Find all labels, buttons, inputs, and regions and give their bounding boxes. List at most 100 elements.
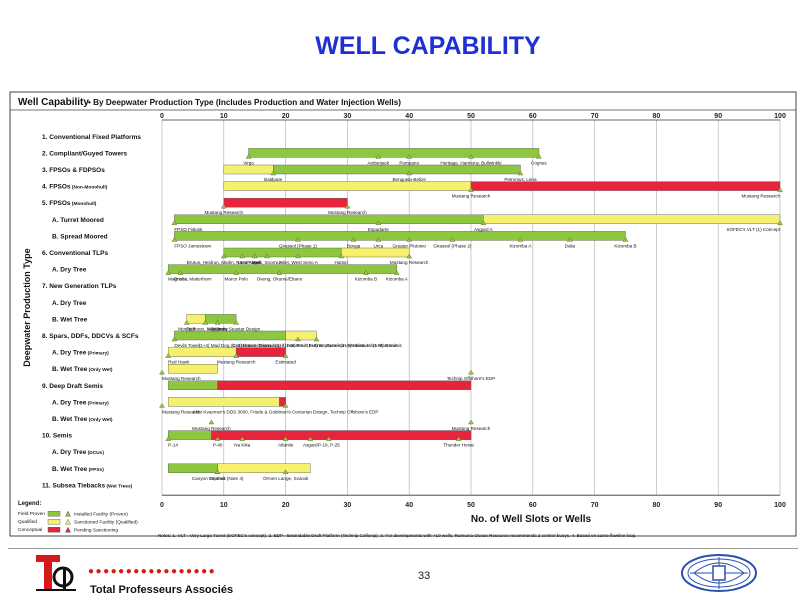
bar-proven [167,463,218,473]
installed-marker [449,237,456,242]
x-tick-top: 70 [591,113,599,120]
category-label: A. Dry Tree (Primary) [52,350,109,357]
installed-marker [393,270,400,275]
installed-marker [214,320,221,325]
association-emblem-icon [681,554,757,592]
installed-marker [295,237,301,242]
legend-marker-label: Pending Sanctioning [74,528,118,534]
well-capability-chart: Well Capability • By Deepwater Production… [9,91,797,538]
installed-marker [177,270,184,275]
x-tick-bottom: 90 [714,502,722,509]
category-note: (Monohull) [71,201,97,207]
installed-marker [468,154,474,159]
footer-divider [8,548,798,549]
installed-marker [251,253,258,259]
legend-marker-qualified [65,518,71,525]
slide-title: WELL CAPABILITY [315,32,541,60]
installed-marker [165,270,172,275]
installed-marker [165,436,172,441]
legend-swatch-conceptual [47,527,61,533]
installed-marker [777,220,783,225]
point-label: Girassol (Phase 2) [433,243,472,248]
footer-dots: ●●●●●●●●●●●●●●●●● [88,566,217,577]
installed-marker [295,253,301,259]
bar-proven [167,380,218,390]
x-tick-top: 10 [220,113,228,120]
installed-marker [282,353,289,358]
point-label: Technip Offshore's EDP [447,376,496,381]
point-label: Virgo [243,160,254,165]
installed-marker [567,237,573,242]
legend-label: Field Proven [18,511,45,517]
point-label: Petronius, Lena [504,177,537,182]
bar-conceptual [223,197,348,208]
point-label: Mustang Research [192,426,231,431]
installed-marker [455,436,462,441]
installed-marker [375,154,382,159]
point-label: Benguela-Belize [392,177,426,182]
bar-proven [205,314,237,324]
point-label: Red Hawk [168,360,190,365]
category-note: (Non-Monohull) [71,185,108,191]
installed-marker [468,419,474,425]
point-label: Oveng, Okume/Ebano [257,277,303,282]
point-label: Mustang Research [328,210,367,215]
bar-qualified [167,347,237,357]
chart-title: Well Capability [18,97,89,108]
category-label: 3. FPSOs & FDPSOs [42,167,105,174]
point-label: Heritage, Harmony, Bullwinkle [440,160,502,165]
category-label: 4. FPSOs (Non-Monohull) [42,184,108,191]
x-tick-top: 20 [282,113,290,120]
point-label: Kizomba A [509,243,532,248]
point-label: FPSO Jamestown [174,243,211,248]
installed-marker [406,237,413,242]
category-label: A. Turret Moored [52,217,104,224]
category-note: (Primary) [86,400,109,406]
installed-marker [171,220,178,225]
point-label: Typhoon, Neptune [186,326,224,331]
point-label: Mustang Research [162,376,201,381]
point-label: Prince [174,277,187,282]
bar-conceptual [217,380,472,390]
point-label: Canyon Express (Note 4) [192,476,244,481]
point-label: Mustang Research [162,409,201,414]
x-tick-bottom: 30 [344,502,352,509]
point-label: Mustang Research [390,260,429,265]
bar-proven [174,214,484,225]
point-label: P-14 [168,443,178,448]
category-label: A. Dry Tree (Primary) [52,399,109,406]
installed-marker [282,469,289,474]
legend-marker-label: Sanctioned Facility (Qualified) [74,520,138,526]
bar-proven [248,148,540,158]
installed-marker [239,436,246,441]
point-label: Amberjack [367,160,389,165]
category-label: 5. FPSOs (Monohull) [42,200,97,207]
installed-marker [264,253,270,259]
point-label: Auger [249,260,262,265]
chart-figure: Well Capability • By Deepwater Production… [8,90,800,540]
category-label: 7. New Generation TLPs [42,283,117,290]
point-label: Kizomba A [386,277,409,282]
point-label: Magnolia, Matterhorn [168,277,212,282]
point-label: Thunder Horse [443,443,474,448]
category-label: 6. Conventional TLPs [42,250,108,257]
point-label: Ormen Lange, Scarab [263,476,309,481]
category-label: B. Wet Tree [52,316,88,323]
installed-marker [233,320,240,325]
bar-qualified [285,330,317,341]
footer-brand: Total Professeurs Associés [90,584,234,596]
bar-conceptual [235,347,286,357]
x-tick-top: 50 [467,113,475,120]
category-note: (FPSs) [87,467,104,473]
installed-marker [406,154,413,159]
installed-marker [159,403,165,408]
installed-marker [375,237,382,242]
installed-marker [363,270,369,275]
x-tick-top: 90 [714,113,722,120]
installed-marker [295,336,301,342]
bar-qualified [223,164,274,175]
point-label: Asgard [303,443,318,448]
installed-marker [183,320,190,325]
installed-marker [214,469,221,474]
point-label: SOFEC's VLT (1) Concept [726,227,780,232]
